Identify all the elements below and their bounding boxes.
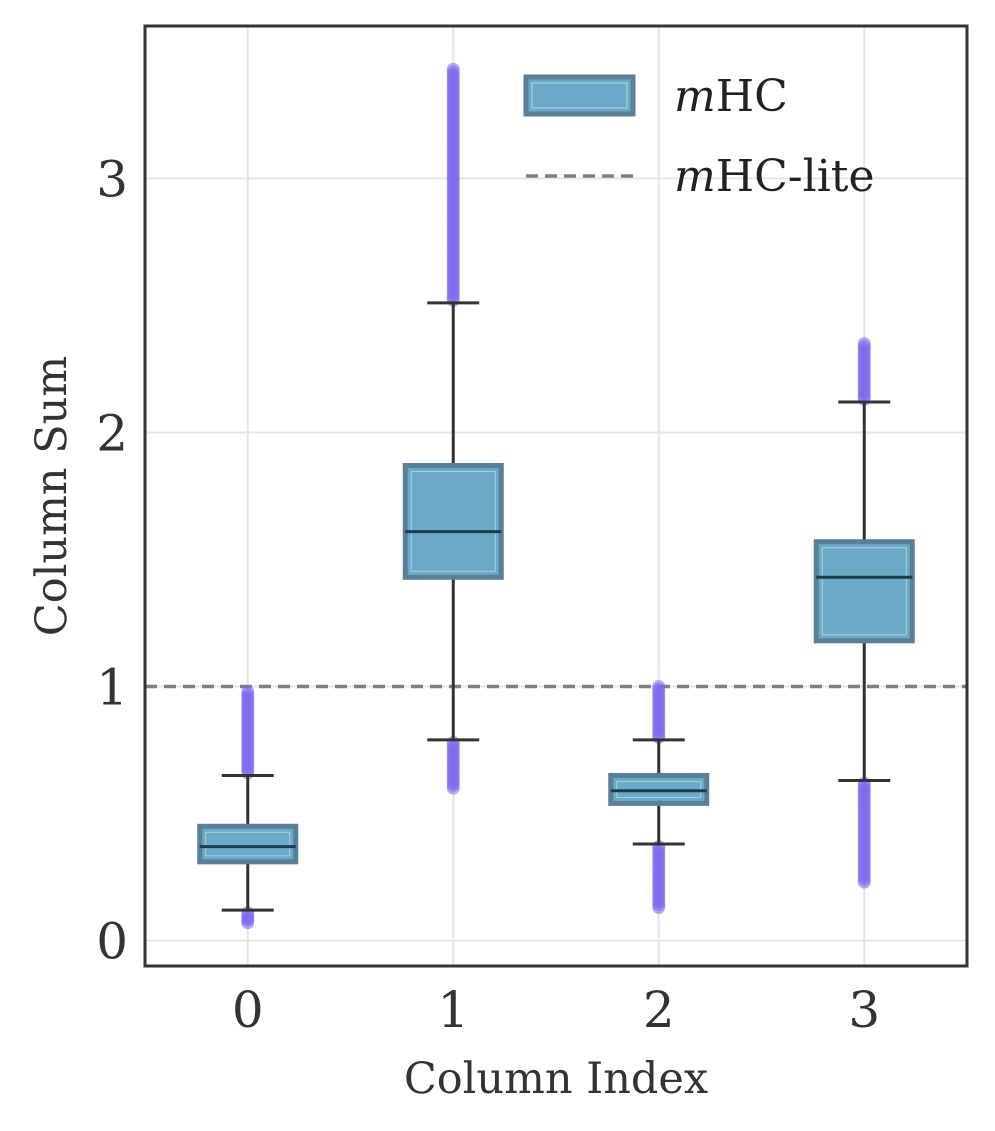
outlier-point (652, 680, 666, 694)
outlier-point (446, 62, 460, 76)
legend-label-mhc: mHC (674, 71, 788, 122)
box-inner-outline (821, 547, 907, 636)
x-tick-label: 0 (232, 981, 264, 1039)
y-tick-label: 3 (96, 150, 128, 208)
boxes-layer (197, 301, 915, 912)
x-tick-label: 3 (848, 981, 880, 1039)
box-inner-outline (410, 471, 496, 572)
legend: mHC mHC-lite (523, 71, 875, 202)
plot-frame (143, 24, 969, 968)
box-iqr (402, 463, 504, 580)
outliers-layer (241, 62, 871, 930)
outlier-point (241, 685, 255, 699)
y-axis-label: Column Sum (27, 356, 77, 636)
x-tick-label: 1 (437, 981, 469, 1039)
box-iqr (813, 539, 915, 644)
legend-box-swatch-inner (531, 82, 628, 109)
legend-label-mhc-lite: mHC-lite (674, 151, 875, 202)
y-tick-label: 2 (96, 404, 128, 462)
box-inner-outline (205, 831, 291, 857)
y-tick-label: 0 (96, 913, 128, 971)
y-tick-labels: 0 1 2 3 (96, 150, 128, 970)
outlier-point (857, 337, 871, 351)
y-tick-label: 1 (96, 659, 128, 717)
x-axis-label: Column Index (404, 1054, 708, 1104)
box-iqr (197, 823, 299, 865)
x-tick-labels: 0 1 2 3 (232, 981, 880, 1039)
x-tick-label: 2 (643, 981, 675, 1039)
